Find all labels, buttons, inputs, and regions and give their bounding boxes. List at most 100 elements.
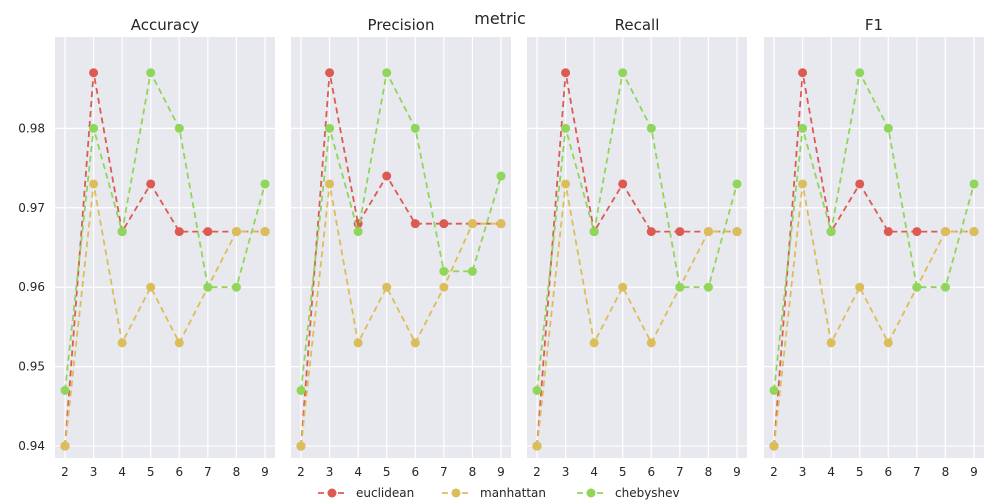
data-point-chebyshev (203, 282, 213, 292)
x-tick-label: 8 (942, 465, 950, 479)
x-tick-label: 6 (647, 465, 655, 479)
data-point-chebyshev (467, 266, 477, 276)
data-point-chebyshev (89, 123, 99, 133)
y-tick-label: 0.97 (18, 201, 45, 215)
x-tick-label: 7 (204, 465, 212, 479)
data-point-chebyshev (703, 282, 713, 292)
data-point-manhattan (969, 227, 979, 237)
data-point-chebyshev (296, 385, 306, 395)
plot-area (527, 37, 747, 458)
legend: euclidean manhattan chebyshev (318, 486, 680, 500)
series-line-euclidean (536, 72, 737, 447)
series-line-chebyshev (773, 69, 975, 391)
panel-precision: Precision 2 3 4 5 6 7 8 9 (291, 16, 511, 479)
data-point-chebyshev (798, 123, 808, 133)
series-line-euclidean (773, 72, 974, 447)
data-point-manhattan (703, 227, 713, 237)
data-point-manhattan (496, 219, 506, 229)
data-point-manhattan (732, 227, 742, 237)
x-tick-label: 5 (383, 465, 391, 479)
data-point-manhattan (439, 282, 449, 292)
data-point-chebyshev (618, 68, 628, 78)
data-point-manhattan (260, 227, 270, 237)
series-line-euclidean (300, 72, 501, 447)
data-point-manhattan (589, 338, 599, 348)
plot-area (764, 37, 984, 458)
data-point-manhattan (467, 219, 477, 229)
data-point-chebyshev (146, 68, 156, 78)
x-tick-label: 5 (147, 465, 155, 479)
data-point-euclidean (798, 68, 808, 78)
data-point-chebyshev (410, 123, 420, 133)
data-point-manhattan (855, 282, 865, 292)
data-point-chebyshev (231, 282, 241, 292)
data-point-manhattan (60, 441, 70, 451)
series-line-chebyshev (536, 69, 738, 391)
panel-recall: Recall 2 3 4 5 6 7 8 9 (527, 16, 747, 479)
data-point-chebyshev (883, 123, 893, 133)
data-point-manhattan (769, 441, 779, 451)
data-point-chebyshev (260, 179, 270, 189)
data-point-manhattan (798, 179, 808, 189)
x-tick-label: 3 (799, 465, 807, 479)
data-point-euclidean (325, 68, 335, 78)
data-point-chebyshev (117, 227, 127, 237)
data-point-chebyshev (912, 282, 922, 292)
x-tick-label: 5 (619, 465, 627, 479)
data-point-euclidean (561, 68, 571, 78)
data-point-manhattan (646, 338, 656, 348)
data-point-manhattan (382, 282, 392, 292)
data-point-manhattan (117, 338, 127, 348)
legend-label-manhattan: manhattan (480, 486, 546, 500)
x-tick-label: 9 (497, 465, 505, 479)
panel-accuracy: Accuracy 2 3 4 5 6 7 8 9 0.94 0.95 0.96 0.97 0.98 (18, 16, 275, 479)
series-line-manhattan (773, 183, 974, 447)
data-point-chebyshev (174, 123, 184, 133)
data-point-manhattan (174, 338, 184, 348)
data-point-chebyshev (60, 385, 70, 395)
x-tick-label: 2 (533, 465, 541, 479)
x-tick-label: 9 (261, 465, 269, 479)
x-tick-label: 8 (705, 465, 713, 479)
data-point-euclidean (410, 219, 420, 229)
x-tick-label: 4 (590, 465, 598, 479)
data-point-chebyshev (732, 179, 742, 189)
data-point-manhattan (940, 227, 950, 237)
data-point-manhattan (353, 338, 363, 348)
x-tick-label: 3 (562, 465, 570, 479)
data-point-euclidean (439, 219, 449, 229)
y-tick-label: 0.95 (18, 360, 45, 374)
series-line-chebyshev (300, 69, 502, 391)
data-point-chebyshev (969, 179, 979, 189)
data-point-chebyshev (646, 123, 656, 133)
data-point-chebyshev (353, 227, 363, 237)
data-point-chebyshev (675, 282, 685, 292)
x-tick-label: 6 (884, 465, 892, 479)
x-tick-label: 7 (440, 465, 448, 479)
panel-title: Precision (368, 16, 435, 34)
legend-label-chebyshev: chebyshev (615, 486, 680, 500)
x-tick-label: 4 (354, 465, 362, 479)
data-point-manhattan (325, 179, 335, 189)
x-tick-label: 2 (297, 465, 305, 479)
data-point-chebyshev (769, 385, 779, 395)
data-point-manhattan (618, 282, 628, 292)
data-point-chebyshev (496, 171, 506, 181)
legend-marker-chebyshev (586, 488, 596, 498)
x-tick-label: 4 (827, 465, 835, 479)
plot-area (291, 37, 511, 458)
data-point-chebyshev (589, 227, 599, 237)
data-point-chebyshev (855, 68, 865, 78)
x-tick-label: 8 (233, 465, 241, 479)
x-tick-label: 6 (175, 465, 183, 479)
x-tick-label: 3 (326, 465, 334, 479)
data-point-chebyshev (940, 282, 950, 292)
data-point-euclidean (203, 227, 213, 237)
x-tick-label: 9 (733, 465, 741, 479)
x-tick-label: 8 (469, 465, 477, 479)
legend-marker-euclidean (327, 488, 337, 498)
data-point-manhattan (826, 338, 836, 348)
panel-title: F1 (865, 16, 883, 34)
